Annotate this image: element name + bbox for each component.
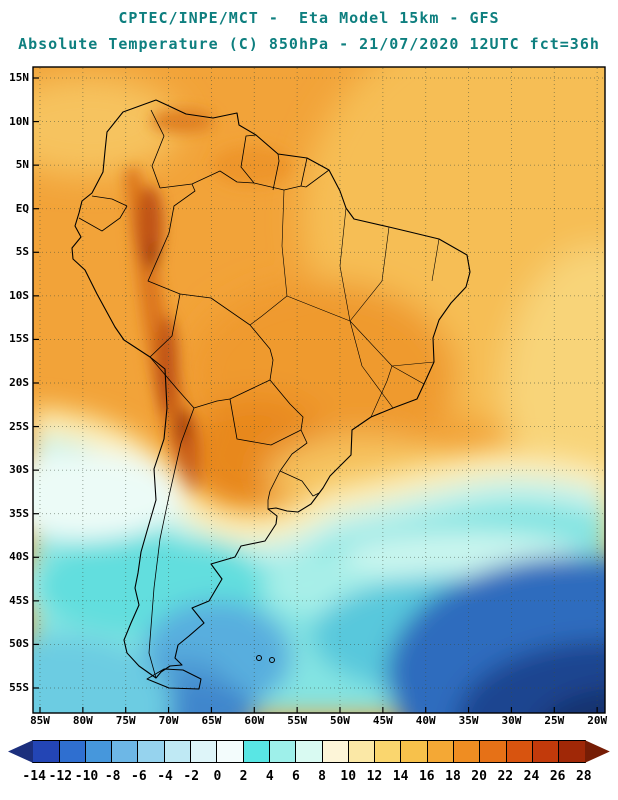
colorbar-segment (190, 740, 218, 763)
colorbar-tick-8: 8 (318, 769, 326, 784)
colorbar-tick-6: 6 (291, 769, 300, 784)
colorbar-segment (321, 740, 349, 763)
lat-label-10N: 10N (9, 114, 29, 128)
page-title-line1: CPTEC/INPE/MCT - Eta Model 15km - GFS (118, 9, 500, 27)
lat-label-35S: 35S (9, 506, 29, 520)
map-frame (32, 66, 606, 714)
colorbar-tick-10: 10 (340, 769, 357, 784)
lon-label-85W: 85W (30, 714, 50, 727)
colorbar-tick-12: 12 (366, 769, 383, 784)
colorbar-segment (216, 740, 244, 763)
colorbar-tick-14: 14 (392, 769, 409, 784)
colorbar-tick--2: -2 (183, 769, 200, 784)
colorbar-tick-26: 26 (549, 769, 566, 784)
colorbar-segment (453, 740, 481, 763)
island-falkland-west (256, 655, 262, 661)
lat-label-50S: 50S (9, 637, 29, 651)
lon-label-30W: 30W (501, 714, 522, 727)
lat-label-5N: 5N (15, 158, 29, 172)
lat-label-40S: 40S (9, 550, 29, 564)
colorbar-segment (374, 740, 402, 763)
lon-label-60W: 60W (244, 714, 265, 727)
colorbar-scale (8, 740, 610, 763)
colorbar-tick-18: 18 (445, 769, 461, 784)
lon-label-40W: 40W (415, 714, 436, 727)
colorbar-segment (58, 740, 86, 763)
grid-lines (34, 68, 604, 712)
colorbar-segment (426, 740, 455, 763)
colorbar-segment (479, 740, 507, 763)
lon-label-35W: 35W (458, 714, 479, 727)
coastline-south-america (71, 99, 471, 679)
colorbar-tick-4: 4 (265, 769, 274, 784)
lat-label-20S: 20S (9, 375, 29, 389)
lat-label-45S: 45S (9, 593, 29, 607)
lon-label-20W: 20W (587, 714, 608, 727)
colorbar-segment (111, 740, 139, 763)
colorbar-tick-20: 20 (471, 769, 487, 784)
page-title-line2: Absolute Temperature (C) 850hPa - 21/07/… (18, 35, 600, 53)
colorbar-tick--8: -8 (104, 769, 121, 784)
colorbar-tick-2: 2 (239, 769, 248, 784)
colorbar-segment (347, 740, 376, 763)
colorbar-segment (295, 740, 323, 763)
lon-label-25W: 25W (544, 714, 565, 727)
colorbar-segment (163, 740, 192, 763)
island-falkland-east (269, 657, 275, 663)
colorbar-tick-22: 22 (497, 769, 514, 784)
colorbar-tick--6: -6 (131, 769, 147, 784)
colorbar-segment (558, 740, 586, 763)
colorbar-segment (8, 740, 34, 763)
colorbar-segment (531, 740, 560, 763)
colorbar: -14 -12 -10 -8 -6 -4 -2 0 2 4 6 8 10 12 14 16 18 20 22 24 26… (8, 740, 610, 796)
colorbar-tick-28: 28 (575, 769, 592, 784)
lat-label-25S: 25S (9, 419, 29, 433)
colorbar-tick-24: 24 (523, 769, 540, 784)
map-svg (32, 66, 606, 714)
country-borders (78, 109, 330, 679)
temperature-field (33, 67, 605, 713)
lon-label-55W: 55W (287, 714, 308, 727)
lon-label-45W: 45W (372, 714, 393, 727)
colorbar-segment (242, 740, 270, 763)
colorbar-tick--14: -14 (22, 769, 46, 784)
colorbar-segment (84, 740, 113, 763)
lon-label-70W: 70W (158, 714, 179, 727)
colorbar-segment (137, 740, 165, 763)
lon-label-50W: 50W (330, 714, 350, 727)
colorbar-tick-0: 0 (213, 769, 222, 784)
geography-borders (71, 99, 471, 690)
colorbar-tick-16: 16 (418, 769, 435, 784)
lat-label-EQ: EQ (15, 201, 29, 215)
coastline-tierra-del-fuego (146, 668, 202, 690)
lon-label-80W: 80W (72, 714, 93, 727)
colorbar-segment (505, 740, 533, 763)
colorbar-segment (268, 740, 297, 763)
colorbar-segment (584, 740, 610, 763)
axis-tick-marks (33, 77, 598, 713)
colorbar-segment (400, 740, 428, 763)
lon-label-65W: 65W (201, 714, 222, 727)
lat-label-10S: 10S (9, 288, 29, 302)
colorbar-tick--12: -12 (48, 769, 73, 784)
lat-label-15S: 15S (9, 332, 29, 346)
lat-label-55S: 55S (9, 680, 29, 694)
lat-label-15N: 15N (9, 71, 29, 84)
lat-label-30S: 30S (9, 463, 29, 477)
state-borders (249, 189, 440, 418)
colorbar-segment (32, 740, 60, 763)
colorbar-tick--10: -10 (74, 769, 99, 784)
lon-label-75W: 75W (115, 714, 136, 727)
lat-label-5S: 5S (15, 245, 29, 259)
colorbar-tick--4: -4 (157, 769, 173, 784)
